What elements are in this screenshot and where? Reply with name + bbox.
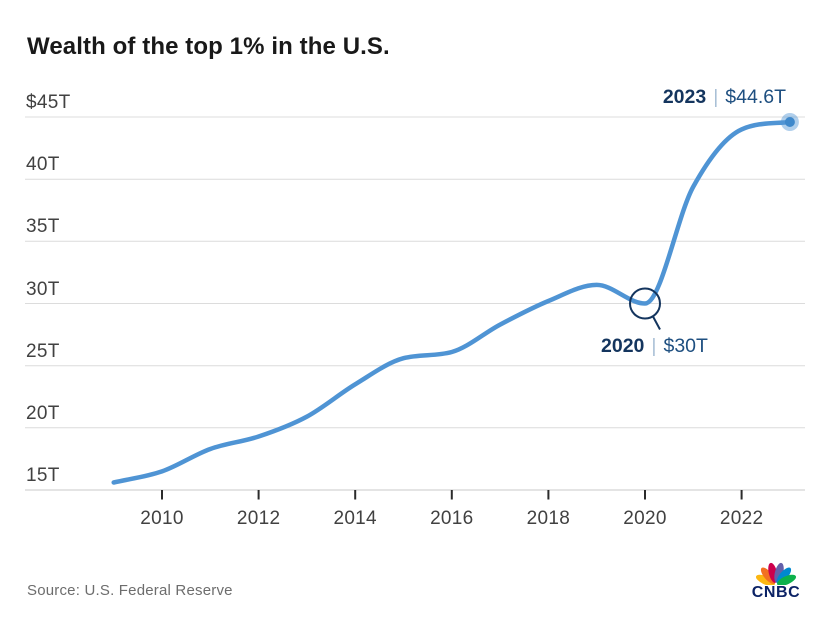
cnbc-logo: CNBC: [746, 560, 806, 602]
annotation-2020-label: 2020 | $30T: [601, 335, 708, 357]
annotation-divider: |: [713, 86, 719, 108]
x-axis-tick-label: 2022: [719, 508, 764, 529]
x-axis-tick-label: 2012: [236, 508, 281, 529]
annotation-2023-value: $44.6T: [725, 86, 786, 108]
annotation-2023-label: 2023 | $44.6T: [663, 86, 786, 108]
cnbc-peacock-icon: [755, 562, 797, 585]
x-axis-tick-label: 2014: [333, 508, 377, 529]
annotation-divider: |: [651, 335, 657, 357]
y-axis-tick-label: 20T: [26, 402, 60, 424]
source-credit: Source: U.S. Federal Reserve: [27, 582, 233, 599]
y-axis-tick-label: 30T: [26, 278, 60, 300]
y-axis-tick-label: 40T: [26, 154, 60, 176]
peacock-feather: [777, 574, 797, 585]
wealth-line: [111, 119, 793, 485]
cnbc-wordmark: CNBC: [751, 584, 801, 601]
y-axis-tick-label: $45T: [26, 92, 71, 113]
peacock-feather: [755, 574, 775, 585]
annotation-2020-year: 2020: [601, 335, 645, 357]
x-axis-tick-label: 2016: [430, 508, 474, 529]
annotation-2020-value: $30T: [663, 335, 708, 357]
y-axis-tick-label: 35T: [26, 216, 60, 238]
end-point-dot: [784, 117, 795, 127]
x-axis-tick-label: 2010: [140, 508, 184, 529]
x-axis-tick-label: 2018: [526, 508, 571, 529]
chart-title: Wealth of the top 1% in the U.S.: [27, 33, 390, 60]
x-axis-tick-label: 2020: [623, 508, 667, 529]
annotation-2023-year: 2023: [662, 86, 707, 108]
annotation-connector: [652, 316, 661, 330]
dip-highlight-circle: [629, 287, 661, 320]
y-axis-tick-label: 15T: [26, 465, 60, 486]
y-axis-tick-label: 25T: [26, 340, 60, 362]
